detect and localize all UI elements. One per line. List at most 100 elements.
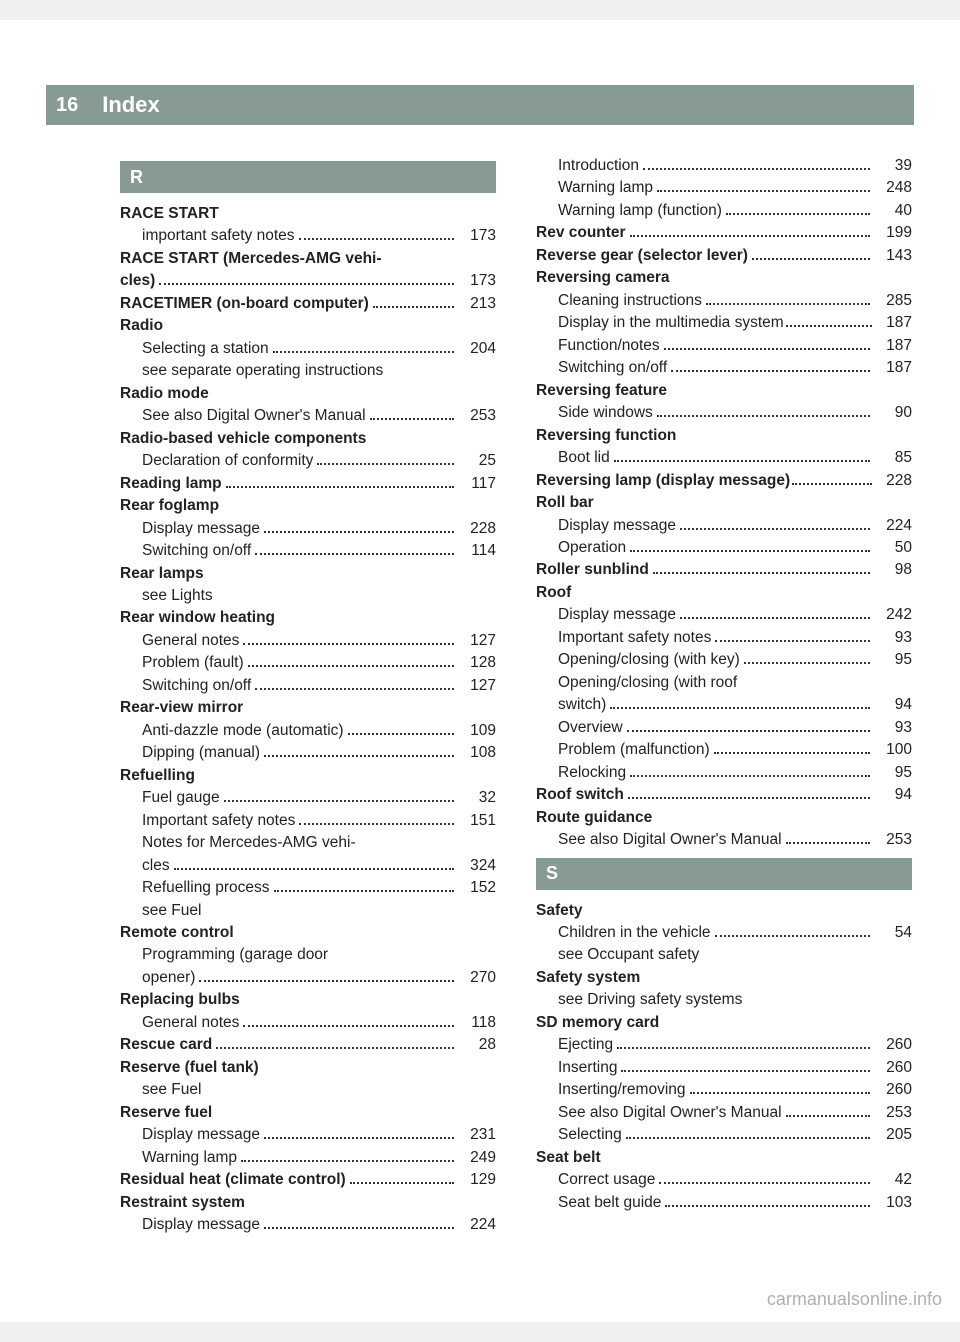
index-label: Anti-dazzle mode (automatic) xyxy=(142,720,344,742)
leader-dots xyxy=(626,1137,870,1139)
page-ref: 39 xyxy=(874,155,912,177)
leader-dots xyxy=(264,531,454,533)
page-ref: 173 xyxy=(458,225,496,247)
index-label: see Occupant safety xyxy=(558,944,699,966)
page-number: 16 xyxy=(56,94,78,117)
index-entry: Dipping (manual)108 xyxy=(120,742,496,764)
page-ref: 118 xyxy=(458,1012,496,1034)
leader-dots xyxy=(350,1182,454,1184)
page-ref: 173 xyxy=(458,270,496,292)
page-ref: 127 xyxy=(458,630,496,652)
index-entry: Cleaning instructions285 xyxy=(536,290,912,312)
page-ref: 28 xyxy=(458,1034,496,1056)
index-heading: Replacing bulbs xyxy=(120,989,496,1011)
index-label: Problem (malfunction) xyxy=(558,739,710,761)
index-label: Warning lamp xyxy=(558,177,653,199)
index-label: Rear lamps xyxy=(120,563,204,585)
leader-dots xyxy=(248,665,454,667)
index-heading: Reading lamp117 xyxy=(120,473,496,495)
leader-dots xyxy=(630,550,870,552)
index-label: Restraint system xyxy=(120,1192,245,1214)
page-ref: 205 xyxy=(874,1124,912,1146)
index-label: Switching on/off xyxy=(142,675,251,697)
index-label: Reserve fuel xyxy=(120,1102,212,1124)
index-label: Roll bar xyxy=(536,492,594,514)
page-ref: 260 xyxy=(874,1034,912,1056)
index-label: Inserting/removing xyxy=(558,1079,686,1101)
index-label: See also Digital Owner's Manual xyxy=(558,1102,782,1124)
index-entry: Warning lamp248 xyxy=(536,177,912,199)
index-entry: Refuelling process152 xyxy=(120,877,496,899)
right-column: Introduction 39Warning lamp248Warning lam… xyxy=(536,155,912,1237)
index-columns: RRACE STARTimportant safety notes173RACE… xyxy=(120,155,912,1237)
index-label: Relocking xyxy=(558,762,626,784)
index-entry: Seat belt guide103 xyxy=(536,1192,912,1214)
index-entry: opener)270 xyxy=(120,967,496,989)
leader-dots xyxy=(174,868,454,870)
leader-dots xyxy=(664,348,870,350)
index-label: Seat belt guide xyxy=(558,1192,661,1214)
index-entry: Opening/closing (with roof xyxy=(536,672,912,694)
index-entry: Children in the vehicle54 xyxy=(536,922,912,944)
page-ref: 94 xyxy=(874,694,912,716)
index-entry: Switching on/off127 xyxy=(120,675,496,697)
index-label: Radio xyxy=(120,315,163,337)
index-entry: Problem (malfunction)100 xyxy=(536,739,912,761)
index-heading: Rear foglamp xyxy=(120,495,496,517)
index-label: cles xyxy=(142,855,170,877)
index-label: General notes xyxy=(142,1012,239,1034)
page-ref: 117 xyxy=(458,473,496,495)
index-entry: switch)94 xyxy=(536,694,912,716)
page-ref: 270 xyxy=(458,967,496,989)
index-label: Rev counter xyxy=(536,222,626,244)
page-ref: 253 xyxy=(458,405,496,427)
page-title: Index xyxy=(102,92,159,118)
index-entry: See also Digital Owner's Manual253 xyxy=(120,405,496,427)
page-ref: 114 xyxy=(458,540,496,562)
index-entry: Warning lamp (function)40 xyxy=(536,200,912,222)
index-label: Children in the vehicle xyxy=(558,922,711,944)
index-label: RACETIMER (on-board computer) xyxy=(120,293,369,315)
index-heading: Roof xyxy=(536,582,912,604)
page-ref: 98 xyxy=(874,559,912,581)
index-label: Display message xyxy=(142,518,260,540)
page-ref: 249 xyxy=(458,1147,496,1169)
index-heading: Refuelling xyxy=(120,765,496,787)
index-label: Rear-view mirror xyxy=(120,697,243,719)
index-label: Residual heat (climate control) xyxy=(120,1169,346,1191)
page-ref: 40 xyxy=(874,200,912,222)
leader-dots xyxy=(348,733,454,735)
index-heading: Rear lamps xyxy=(120,563,496,585)
leader-dots xyxy=(792,483,872,485)
index-heading: Reserve fuel xyxy=(120,1102,496,1124)
index-label: Reverse gear (selector lever) xyxy=(536,245,748,267)
index-label: Seat belt xyxy=(536,1147,601,1169)
index-label: Display message xyxy=(142,1124,260,1146)
index-entry: see Fuel xyxy=(120,1079,496,1101)
page-ref: 253 xyxy=(874,829,912,851)
index-label: Display message xyxy=(558,604,676,626)
index-label: Ejecting xyxy=(558,1034,613,1056)
index-label: Fuel gauge xyxy=(142,787,220,809)
index-entry: see Occupant safety xyxy=(536,944,912,966)
index-label: Replacing bulbs xyxy=(120,989,240,1011)
leader-dots xyxy=(630,775,870,777)
index-label: Important safety notes xyxy=(142,810,295,832)
leader-dots xyxy=(752,258,870,260)
index-label: Boot lid xyxy=(558,447,610,469)
leader-dots xyxy=(627,730,870,732)
index-label: Introduction xyxy=(558,155,639,177)
index-entry: Overview93 xyxy=(536,717,912,739)
page-ref: 253 xyxy=(874,1102,912,1124)
leader-dots xyxy=(159,283,454,285)
page-ref: 224 xyxy=(874,515,912,537)
index-label: General notes xyxy=(142,630,239,652)
index-entry: General notes 127 xyxy=(120,630,496,652)
leader-dots xyxy=(617,1047,870,1049)
leader-dots xyxy=(671,370,870,372)
index-label: Opening/closing (with roof xyxy=(558,672,737,694)
index-entry: see separate operating instructions xyxy=(120,360,496,382)
index-heading: Restraint system xyxy=(120,1192,496,1214)
page-ref: 187 xyxy=(874,335,912,357)
page-ref: 85 xyxy=(874,447,912,469)
